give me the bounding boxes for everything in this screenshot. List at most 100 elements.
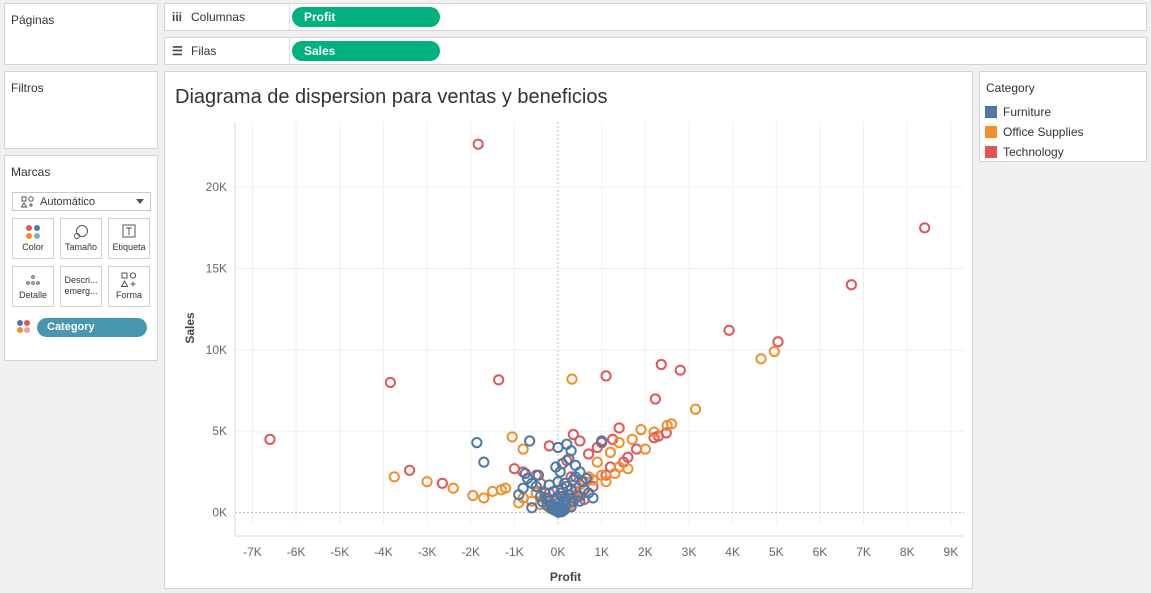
automatic-mark-icon	[20, 195, 35, 208]
data-point[interactable]	[559, 500, 572, 512]
y-tick-label: 5K	[212, 424, 227, 438]
y-tick-label: 0K	[212, 506, 227, 520]
data-point[interactable]	[421, 476, 433, 488]
data-point[interactable]	[648, 432, 660, 444]
x-tick-label: 9K	[944, 545, 959, 559]
data-point[interactable]	[674, 364, 686, 376]
color-card-label: Color	[22, 242, 44, 252]
filters-shelf[interactable]: Filtros	[4, 71, 158, 149]
data-point[interactable]	[565, 501, 577, 513]
data-point[interactable]	[472, 138, 484, 150]
data-point[interactable]	[613, 461, 625, 473]
data-point[interactable]	[574, 495, 586, 507]
data-point[interactable]	[384, 376, 397, 389]
data-point[interactable]	[493, 374, 505, 386]
rows-label: Filas	[191, 44, 217, 58]
data-point[interactable]	[517, 443, 529, 455]
data-point[interactable]	[508, 463, 520, 475]
data-point[interactable]	[537, 496, 549, 508]
shape-card[interactable]: Forma	[108, 266, 150, 307]
data-point[interactable]	[723, 324, 735, 336]
data-point[interactable]	[655, 358, 667, 371]
data-point[interactable]	[626, 433, 638, 445]
data-point[interactable]	[567, 428, 579, 441]
data-point[interactable]	[532, 469, 544, 481]
legend-swatch	[985, 106, 997, 118]
data-point[interactable]	[613, 422, 625, 434]
rows-shelf[interactable]: ☰ Filas Sales	[164, 37, 1147, 65]
pages-shelf[interactable]: Páginas	[4, 3, 158, 65]
data-point[interactable]	[526, 502, 538, 514]
data-point[interactable]	[513, 497, 525, 509]
data-point[interactable]	[596, 435, 608, 447]
profit-pill[interactable]: Profit	[292, 7, 440, 27]
data-point[interactable]	[566, 373, 578, 385]
mark-type-dropdown[interactable]: Automático	[12, 192, 151, 211]
data-point[interactable]	[919, 222, 931, 234]
data-point[interactable]	[471, 437, 483, 449]
data-point[interactable]	[447, 482, 459, 494]
legend-item-office-supplies[interactable]: Office Supplies	[985, 123, 1084, 141]
data-point[interactable]	[551, 505, 563, 517]
data-point[interactable]	[404, 464, 416, 476]
data-point[interactable]	[478, 456, 490, 468]
data-point[interactable]	[552, 476, 564, 488]
data-point[interactable]	[635, 424, 647, 436]
data-point[interactable]	[486, 485, 499, 498]
shape-icon	[109, 272, 149, 290]
scatter-plot[interactable]: -7K -6K -5K -4K -3K -2K -1K 0K 1K 2K 3K 4K 5K 6K 7K 8K 9…	[165, 72, 972, 588]
data-point[interactable]	[264, 433, 276, 445]
tooltip-card[interactable]: Descri... emerg...	[60, 266, 102, 307]
data-point[interactable]	[648, 426, 660, 438]
color-legend: Category Furniture Office Supplies Techn…	[979, 71, 1147, 162]
data-point[interactable]	[574, 435, 586, 447]
data-point[interactable]	[649, 393, 661, 405]
data-point[interactable]	[582, 448, 595, 460]
legend-item-furniture[interactable]: Furniture	[985, 103, 1051, 121]
columns-shelf[interactable]: iii Columnas Profit	[164, 3, 1147, 31]
color-card[interactable]: Color	[12, 218, 54, 259]
data-point[interactable]	[639, 443, 651, 455]
data-point[interactable]	[506, 431, 518, 443]
data-point[interactable]	[755, 353, 767, 365]
data-point[interactable]	[587, 492, 599, 504]
data-point[interactable]	[467, 489, 479, 502]
data-point[interactable]	[543, 440, 555, 452]
size-card[interactable]: Tamaño	[60, 218, 102, 259]
data-point[interactable]	[574, 466, 586, 478]
chart-view[interactable]: -7K -6K -5K -4K -3K -2K -1K 0K 1K 2K 3K 4K 5K 6K 7K 8K 9…	[164, 71, 973, 589]
data-point[interactable]	[600, 370, 612, 382]
data-point[interactable]	[661, 419, 673, 432]
data-point[interactable]	[591, 456, 603, 468]
color-dots-icon	[17, 320, 33, 334]
data-point[interactable]	[388, 471, 400, 483]
data-point[interactable]	[613, 437, 625, 449]
label-card[interactable]: Etiqueta	[108, 218, 150, 259]
data-point[interactable]	[845, 279, 857, 291]
detail-card[interactable]: Detalle	[12, 266, 54, 307]
data-point[interactable]	[530, 480, 542, 493]
data-point[interactable]	[772, 336, 784, 348]
category-color-pill[interactable]: Category	[37, 318, 147, 337]
data-point[interactable]	[534, 490, 547, 502]
data-point[interactable]	[524, 435, 536, 447]
data-point[interactable]	[436, 477, 448, 489]
data-point[interactable]	[478, 492, 490, 504]
data-point[interactable]	[558, 477, 571, 489]
data-point[interactable]	[689, 403, 702, 415]
y-axis-title: Sales	[183, 312, 197, 344]
data-point[interactable]	[600, 476, 612, 488]
data-point[interactable]	[768, 345, 780, 358]
chevron-down-icon[interactable]	[136, 199, 144, 204]
legend-item-technology[interactable]: Technology	[985, 143, 1064, 161]
data-point[interactable]	[580, 472, 593, 485]
data-point[interactable]	[563, 453, 575, 465]
x-tick-label: 0K	[551, 545, 566, 559]
sales-pill[interactable]: Sales	[292, 41, 440, 61]
data-point[interactable]	[604, 446, 617, 458]
rows-icon: ☰	[172, 44, 183, 58]
data-point[interactable]	[521, 472, 534, 485]
data-point[interactable]	[513, 489, 525, 501]
color-dots-icon	[13, 224, 53, 242]
data-point[interactable]	[567, 495, 579, 507]
